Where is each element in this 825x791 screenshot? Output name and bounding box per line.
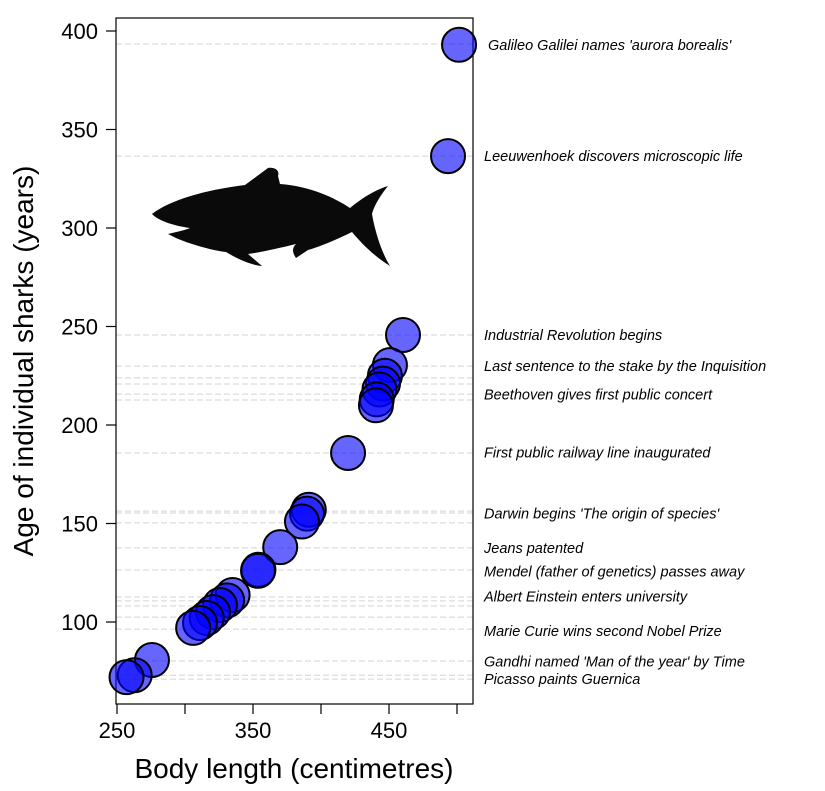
data-point	[430, 138, 467, 175]
data-point	[108, 659, 145, 696]
event-label: Picasso paints Guernica	[484, 672, 640, 688]
data-point	[240, 552, 277, 589]
y-tick-label: 150	[61, 512, 98, 537]
x-tick-label: 250	[99, 718, 136, 743]
event-label: Marie Curie wins second Nobel Prize	[484, 624, 722, 640]
y-tick-label: 400	[61, 19, 98, 44]
data-point	[357, 387, 394, 424]
event-label: Gandhi named 'Man of the year' by Time	[484, 654, 745, 670]
event-label: Leeuwenhoek discovers microscopic life	[484, 149, 743, 165]
y-tick-label: 100	[61, 610, 98, 635]
shark-silhouette-icon	[152, 167, 390, 266]
data-point	[283, 503, 320, 540]
event-label: Beethoven gives first public concert	[484, 387, 713, 403]
event-label: First public railway line inaugurated	[484, 446, 711, 462]
y-tick-label: 250	[61, 315, 98, 340]
event-label: Galileo Galilei names 'aurora borealis'	[488, 38, 733, 54]
event-label: Industrial Revolution begins	[484, 328, 662, 344]
reference-lines	[116, 43, 473, 680]
event-label: Jeans patented	[483, 541, 584, 557]
plot-area	[115, 17, 474, 705]
event-label: Mendel (father of genetics) passes away	[484, 564, 745, 580]
event-label: Last sentence to the stake by the Inquis…	[484, 359, 766, 375]
data-point	[330, 434, 367, 471]
data-point	[441, 26, 478, 63]
y-axis: 100 150 200 250 300 350 400	[61, 19, 116, 635]
data-points	[108, 26, 478, 696]
data-point	[385, 316, 422, 353]
data-point	[262, 529, 299, 566]
x-axis-title: Body length (centimetres)	[134, 753, 453, 784]
event-annotations: Galileo Galilei names 'aurora borealis' L…	[483, 38, 766, 688]
event-label: Darwin begins 'The origin of species'	[484, 507, 720, 523]
data-point	[175, 609, 212, 646]
x-axis: 250 350 450	[99, 704, 458, 743]
y-tick-label: 350	[61, 118, 98, 143]
y-axis-title: Age of individual sharks (years)	[8, 166, 39, 557]
x-tick-label: 450	[371, 718, 408, 743]
event-label: Albert Einstein enters university	[483, 589, 688, 605]
y-tick-label: 200	[61, 413, 98, 438]
y-tick-label: 300	[61, 216, 98, 241]
x-tick-label: 350	[235, 718, 272, 743]
